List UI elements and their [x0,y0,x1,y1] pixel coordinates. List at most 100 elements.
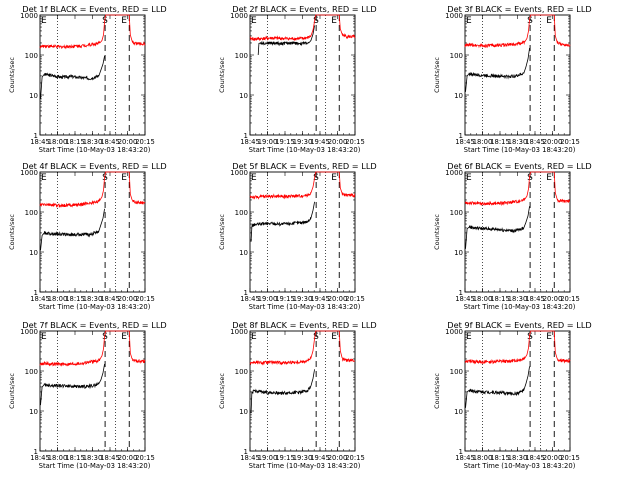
marker-label-start-e: E [251,173,257,183]
y-tick-label: 1 [459,289,463,297]
x-tick-label: 19:00 [258,138,278,146]
y-tick-label: 10 [29,92,38,100]
x-tick-label: 18:30 [508,138,528,146]
x-tick-label: 18:00 [473,295,493,303]
y-tick-label: 1 [244,448,248,456]
x-tick-label: 18:45 [240,295,260,303]
y-axis-label: Counts/sec [218,373,226,409]
x-tick-label: 20:15 [560,454,580,462]
y-tick-label: 1 [34,448,38,456]
x-tick-label: 18:30 [83,454,103,462]
y-tick-label: 1000 [20,328,38,336]
y-tick-label: 1 [34,132,38,140]
x-tick-label: 20:00 [543,454,563,462]
y-tick-label: 100 [235,209,248,217]
series-line-lld [249,171,356,200]
x-tick-label: 19:15 [275,454,295,462]
y-axis-label: Counts/sec [8,373,16,409]
series-line-events [250,201,315,242]
marker-label-e: E [121,332,127,342]
marker-label-e: E [546,173,552,183]
x-tick-label: 18:45 [100,295,120,303]
x-tick-label: 20:15 [135,454,155,462]
x-tick-label: 18:30 [83,295,103,303]
marker-label-e: E [546,332,552,342]
y-tick-label: 100 [450,52,463,60]
marker-label-e: E [121,173,127,183]
chart-title: Det 3f BLACK = Events, RED = LLD [447,4,591,14]
x-tick-label: 18:15 [65,454,85,462]
y-tick-label: 1000 [445,328,463,336]
series-line-lld [39,330,146,367]
marker-label-start-e: E [41,173,47,183]
series-line-events [40,363,105,406]
marker-label-e: E [546,16,552,26]
series-line-lld [249,330,356,366]
x-tick-label: 18:45 [455,295,475,303]
x-tick-label: 19:30 [293,454,313,462]
x-axis-label: Start Time (10-May-03 18:43:20) [249,303,361,311]
x-tick-label: 18:15 [490,454,510,462]
x-axis-label: Start Time (10-May-03 18:43:20) [39,303,151,311]
marker-label-start-e: E [466,332,472,342]
y-tick-label: 10 [239,408,248,416]
x-tick-label: 20:00 [328,454,348,462]
x-tick-label: 18:45 [240,138,260,146]
series-line-lld [464,330,571,365]
marker-label-s: S [102,173,108,183]
x-tick-label: 20:00 [328,295,348,303]
y-axis-label: Counts/sec [433,214,441,250]
y-tick-label: 1 [459,448,463,456]
y-tick-label: 100 [25,368,38,376]
marker-label-e: E [121,16,127,26]
y-tick-label: 10 [454,408,463,416]
x-tick-label: 18:00 [473,138,493,146]
series-line-events [250,369,315,413]
marker-label-start-e: E [41,16,47,26]
series-line-lld [39,171,146,208]
marker-label-start-e: E [251,16,257,26]
marker-label-start-e: E [41,332,47,342]
marker-label-s: S [102,332,108,342]
x-tick-label: 20:15 [345,295,365,303]
x-axis-label: Start Time (10-May-03 18:43:20) [39,146,151,154]
chart-title: Det 8f BLACK = Events, RED = LLD [232,320,376,330]
x-tick-label: 20:00 [543,295,563,303]
x-tick-label: 18:30 [508,454,528,462]
x-tick-label: 19:00 [258,295,278,303]
chart-title: Det 9f BLACK = Events, RED = LLD [447,320,591,330]
x-axis-label: Start Time (10-May-03 18:43:20) [464,303,576,311]
x-tick-label: 20:00 [328,138,348,146]
x-tick-label: 18:45 [525,138,545,146]
chart-title: Det 7f BLACK = Events, RED = LLD [22,320,166,330]
x-tick-label: 20:00 [118,295,138,303]
y-tick-label: 10 [29,249,38,257]
x-tick-label: 18:15 [490,138,510,146]
marker-label-e: E [331,332,337,342]
y-tick-label: 1000 [230,328,248,336]
x-tick-label: 19:45 [310,454,330,462]
chart-panel-det-5f: Det 5f BLACK = Events, RED = LLD 1 10 100 10… [218,161,377,311]
x-tick-label: 18:30 [83,138,103,146]
x-tick-label: 18:15 [490,295,510,303]
x-tick-label: 20:00 [118,454,138,462]
x-tick-label: 18:45 [100,454,120,462]
y-tick-label: 10 [239,249,248,257]
x-tick-label: 18:45 [100,138,120,146]
series-line-events [40,208,105,251]
x-tick-label: 20:15 [135,138,155,146]
y-tick-label: 100 [450,368,463,376]
y-tick-label: 1 [34,289,38,297]
series-line-lld [464,14,571,49]
series-line-events [257,25,315,56]
y-axis-label: Counts/sec [433,373,441,409]
y-tick-label: 1000 [20,12,38,20]
x-axis-label: Start Time (10-May-03 18:43:20) [39,462,151,470]
x-tick-label: 19:15 [275,138,295,146]
series-line-lld [249,14,356,42]
x-tick-label: 18:00 [48,295,68,303]
x-tick-label: 18:45 [30,454,50,462]
x-tick-label: 20:15 [345,454,365,462]
x-tick-label: 18:30 [508,295,528,303]
series-line-lld [39,14,146,50]
